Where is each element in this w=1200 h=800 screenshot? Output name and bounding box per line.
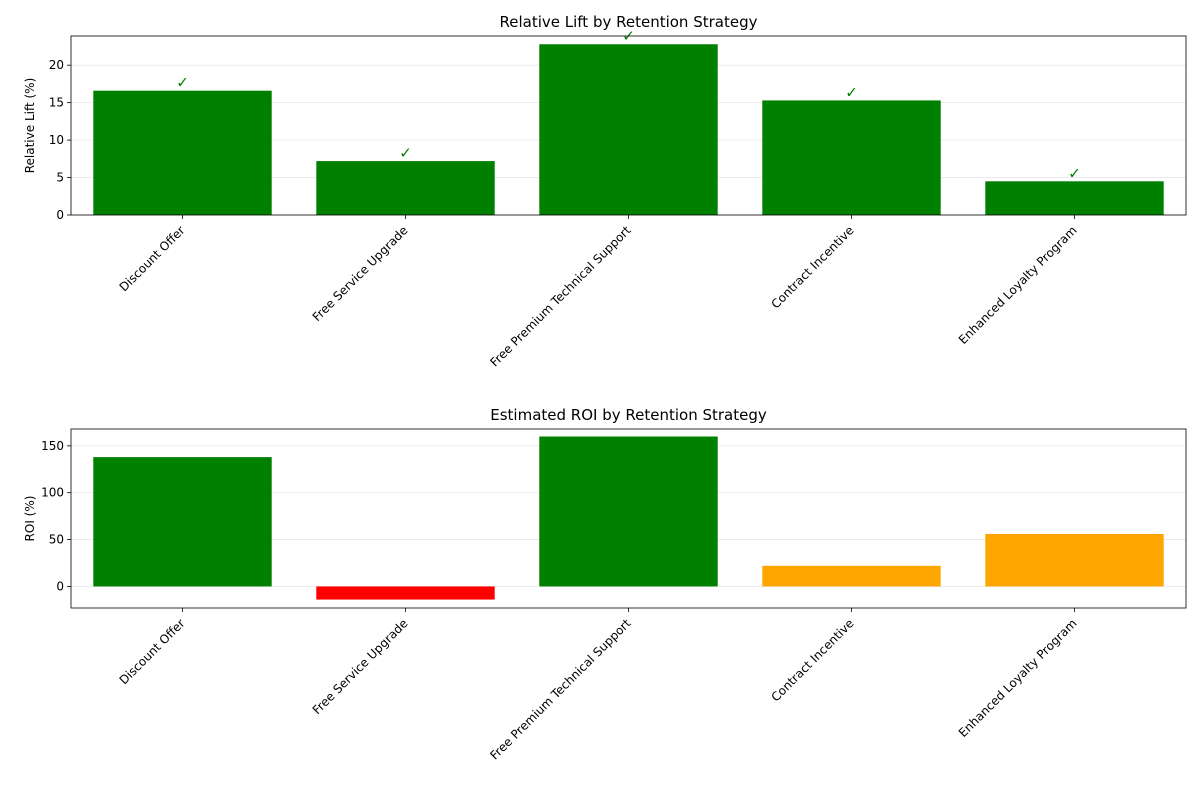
chart-title: Relative Lift by Retention Strategy [500,13,758,31]
bar-2 [316,161,495,215]
bar-5 [985,181,1164,215]
y-axis-label: Relative Lift (%) [23,78,37,174]
bar-2 [316,586,495,600]
x-tick-label: Discount Offer [117,223,188,294]
check-mark-icon: ✓ [176,74,189,92]
bar-1 [93,90,272,215]
chart-2: 0 50 100 150 Discount Offer Free Service Upgr… [23,406,1187,762]
check-mark-icon: ✓ [399,144,412,162]
bar-3 [539,44,718,215]
check-mark-icon: ✓ [1068,164,1081,182]
bar-5 [985,533,1164,587]
x-tick-label: Free Premium Technical Support [487,223,633,369]
y-tick-label: 50 [49,533,64,547]
bar-4 [762,565,941,587]
bar-1 [93,457,272,587]
bar-3 [539,436,718,587]
check-mark-icon: ✓ [845,83,858,101]
y-tick-label: 20 [49,58,64,72]
x-tick-label: Contract Incentive [768,223,856,311]
x-tick-label: Enhanced Loyalty Program [956,223,1080,347]
x-tick-label: Enhanced Loyalty Program [956,616,1080,740]
x-tick-label: Discount Offer [117,616,188,687]
y-tick-label: 15 [49,96,64,110]
x-tick-label: Free Premium Technical Support [487,616,633,762]
y-tick-label: 0 [56,579,64,593]
x-tick-label: Free Service Upgrade [310,616,411,717]
y-tick-label: 5 [56,171,64,185]
x-tick-label: Free Service Upgrade [310,223,411,324]
y-tick-label: 100 [41,486,64,500]
y-tick-label: 150 [41,439,64,453]
y-axis-label: ROI (%) [23,496,37,542]
y-tick-label: 10 [49,133,64,147]
x-tick-label: Contract Incentive [768,616,856,704]
bar-4 [762,100,941,215]
y-tick-label: 0 [56,208,64,222]
chart-title: Estimated ROI by Retention Strategy [490,406,767,424]
